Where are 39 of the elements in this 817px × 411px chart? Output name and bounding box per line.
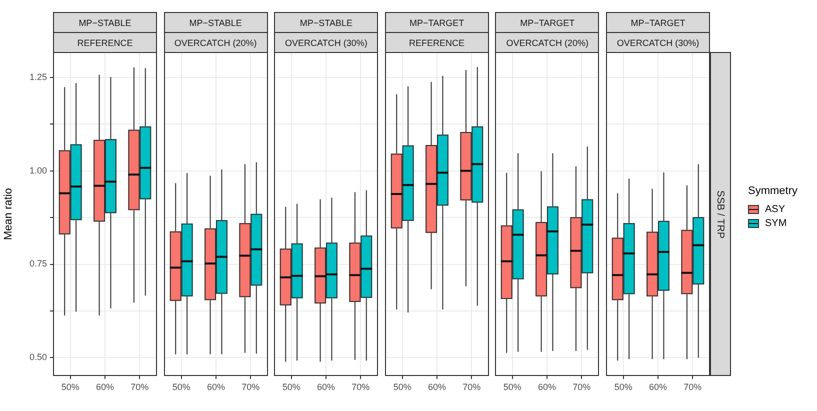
x-tick-label: 50% (61, 382, 80, 392)
x-tick-label: 50% (614, 382, 632, 392)
chart-title: MP−STABLE (164, 12, 268, 33)
chart-title: MP−TARGET (384, 12, 489, 33)
chart-subtitle: REFERENCE (384, 32, 489, 53)
y-tick-label: 1.00 (29, 165, 47, 176)
y-axis-title: Mean ratio (2, 188, 15, 240)
x-tick-label: 70% (462, 382, 480, 392)
x-tick-label: 70% (352, 382, 370, 392)
x-tick-label: 50% (504, 382, 522, 392)
x-tick-label: 60% (206, 382, 225, 392)
chart-subtitle: OVERCATCH (20%) (164, 32, 268, 53)
chart-subtitle: REFERENCE (53, 32, 157, 53)
y-tick-label: 0.75 (29, 258, 47, 269)
chart-title: MP−STABLE (53, 12, 157, 33)
chart-title: MP−TARGET (495, 12, 600, 33)
legend-label: SYM (765, 218, 787, 228)
chart-subtitle: OVERCATCH (20%) (495, 32, 600, 53)
chart-title: MP−STABLE (274, 12, 378, 33)
legend-label: ASY (765, 204, 786, 214)
x-tick-label: 60% (96, 382, 114, 392)
x-tick-label: 50% (172, 382, 190, 392)
legend-title: Symmetry (748, 185, 798, 197)
x-tick-label: 70% (130, 382, 149, 392)
x-tick-label: 60% (648, 382, 668, 392)
chart-title: MP−TARGET (606, 12, 710, 33)
x-tick-label: 50% (393, 382, 412, 392)
text: SSB / TRP (715, 190, 726, 238)
y-tick-label: 1.25 (29, 72, 47, 82)
chart-subtitle: OVERCATCH (30%) (606, 32, 710, 53)
x-tick-label: 70% (684, 382, 702, 392)
x-tick-label: 70% (573, 382, 592, 392)
chart-subtitle: OVERCATCH (30%) (274, 32, 378, 53)
x-tick-label: 60% (538, 382, 556, 392)
x-tick-label: 70% (241, 382, 260, 392)
y-tick-label: 0.50 (29, 352, 47, 362)
x-tick-label: 50% (282, 382, 301, 392)
x-tick-label: 60% (428, 382, 446, 392)
x-tick-label: 60% (317, 382, 336, 392)
